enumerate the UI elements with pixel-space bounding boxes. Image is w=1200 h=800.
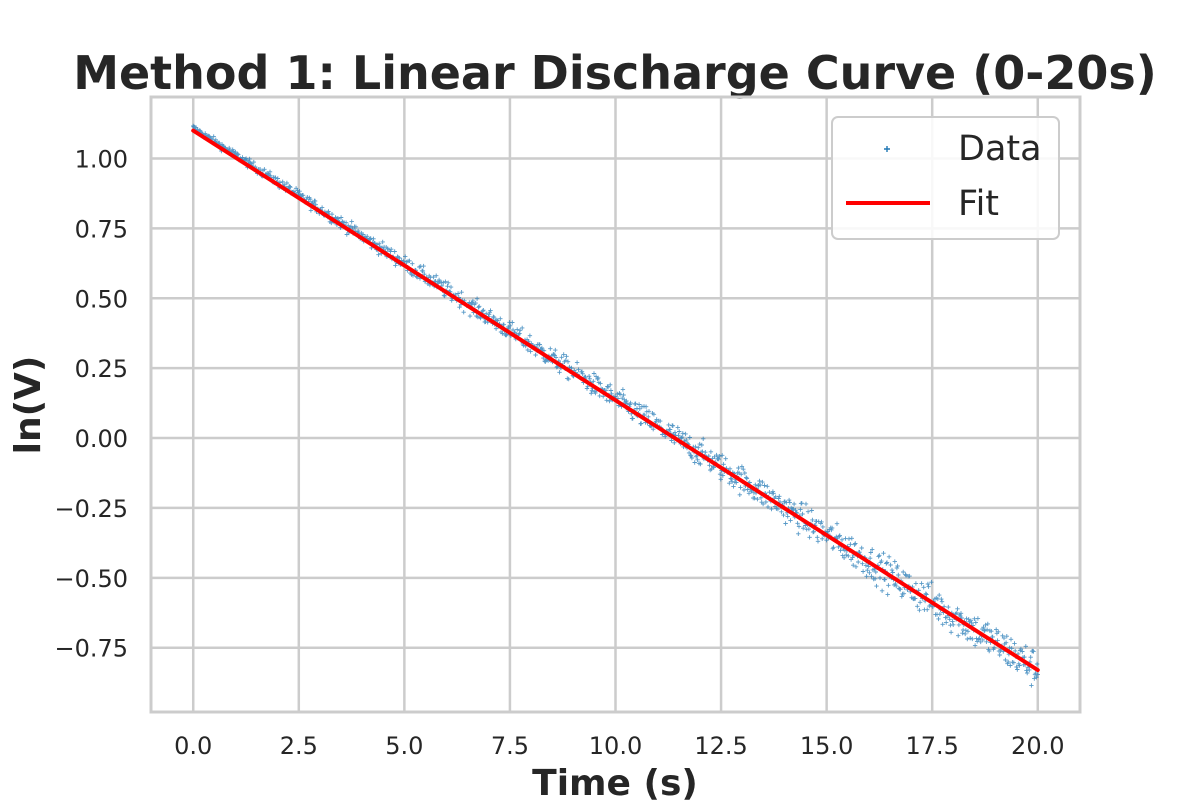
y-tick-label: 0.50: [75, 285, 128, 313]
y-tick-label: −0.50: [54, 565, 128, 593]
x-tick-label: 10.0: [589, 732, 642, 760]
x-tick-label: 7.5: [491, 732, 529, 760]
y-tick-label: 1.00: [75, 146, 128, 174]
x-tick-label: 2.5: [280, 732, 318, 760]
y-tick-label: −0.75: [54, 635, 128, 663]
x-tick-label: 12.5: [694, 732, 747, 760]
x-tick-label: 15.0: [800, 732, 853, 760]
legend: Data Fit: [831, 116, 1060, 240]
y-tick-label: 0.00: [75, 425, 128, 453]
grid: [151, 97, 1080, 712]
y-tick-label: −0.25: [54, 495, 128, 523]
legend-label-data: Data: [958, 129, 1042, 169]
y-tick-label: 0.25: [75, 355, 128, 383]
fit-line-group: [191, 128, 1040, 673]
fit-line: [191, 128, 1040, 673]
x-tick-labels: 0.0 2.5 5.0 7.5 10.0 12.5 15.0 17.5 20.0: [174, 732, 1064, 760]
x-tick-label: 17.5: [905, 732, 958, 760]
legend-label-fit: Fit: [958, 184, 999, 224]
legend-data-plus: [884, 146, 890, 152]
x-tick-label: 0.0: [174, 732, 212, 760]
legend-box: [831, 116, 1060, 240]
y-tick-label: 0.75: [75, 215, 128, 243]
x-tick-label: 5.0: [385, 732, 423, 760]
x-tick-label: 20.0: [1011, 732, 1064, 760]
y-axis-label: ln(V): [8, 356, 49, 455]
chart-title: Method 1: Linear Discharge Curve (0-20s): [73, 46, 1157, 100]
y-tick-labels: −0.75 −0.50 −0.25 0.00 0.25 0.50 0.75 1.00: [54, 146, 128, 663]
x-axis-label: Time (s): [532, 763, 698, 800]
plot-frame: [149, 95, 1082, 714]
legend-data-marker: [884, 146, 890, 152]
